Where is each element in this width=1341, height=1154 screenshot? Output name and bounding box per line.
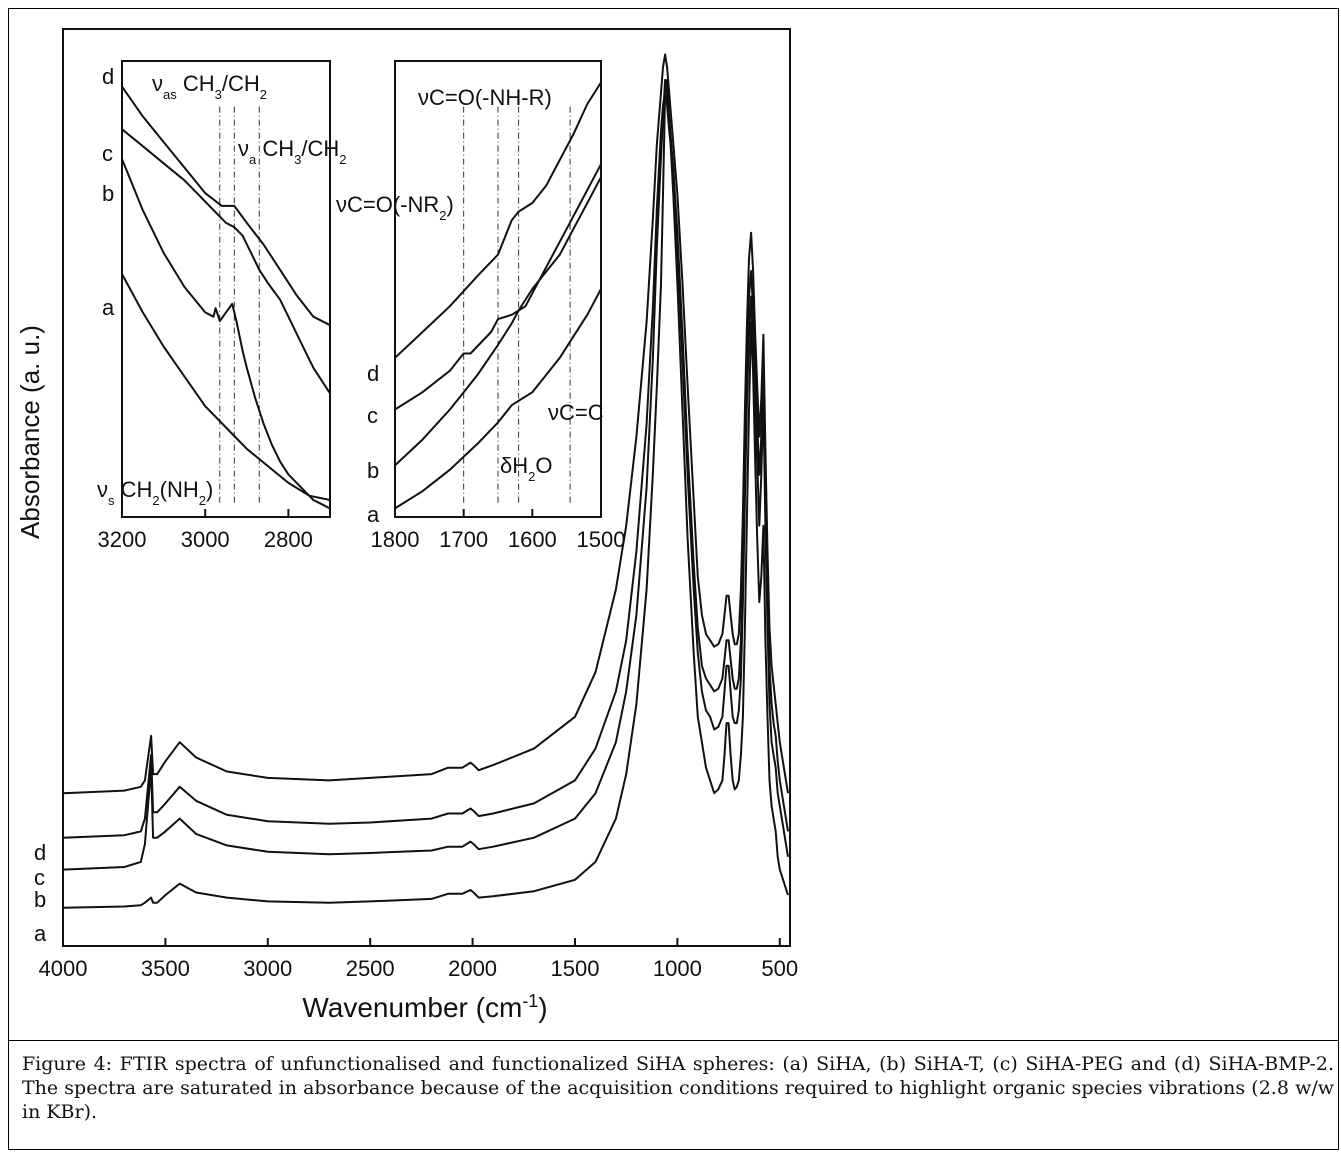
main-curve-label-c: c <box>34 865 45 890</box>
main-series-a <box>62 78 789 909</box>
main-curve-label-d: d <box>34 840 46 865</box>
inset-co-x-ticks: 1800 1700 1600 1500 <box>371 509 626 552</box>
main-y-axis-label: Absorbance (a. u.) <box>15 325 45 539</box>
inset-co-series-b <box>394 176 602 467</box>
main-x-tick-label: 1500 <box>550 956 599 981</box>
main-x-tick-label: 2000 <box>448 956 497 981</box>
figure-canvas: 4000 3500 3000 2500 2000 1500 1000 500 Absorban… <box>15 28 798 1023</box>
inset-co-series-d <box>394 81 602 359</box>
main-series-b <box>62 78 789 871</box>
main-x-tick-label: 1000 <box>653 956 702 981</box>
inset-co-annotation-cc: νC=C <box>548 400 604 425</box>
inset-ch-curve-label-c: c <box>102 141 113 166</box>
inset-co-curve-label-c: c <box>367 403 378 428</box>
inset-co-x-tick-label: 1600 <box>508 527 557 552</box>
inset-ch-x-ticks: 3200 3000 2800 <box>98 509 313 552</box>
inset-co-series-lines <box>394 81 602 510</box>
inset-ch-x-tick-label: 3200 <box>98 527 147 552</box>
main-x-tick-label: 500 <box>761 956 798 981</box>
inset-co-annotation-nhr: νC=O(-NH-R) <box>418 85 552 110</box>
main-x-tick-label: 3000 <box>243 956 292 981</box>
inset-ch-curve-label-d: d <box>102 64 114 89</box>
figure-caption: Figure 4: FTIR spectra of unfunctionalis… <box>22 1053 1334 1123</box>
inset-ch-series-c <box>121 128 331 394</box>
inset-ch-frame <box>121 60 331 518</box>
inset-co-curve-label-b: b <box>367 458 379 483</box>
inset-co-reference-lines <box>463 106 571 504</box>
inset-co-x-tick-label: 1800 <box>371 527 420 552</box>
inset-co-curve-label-d: d <box>367 361 379 386</box>
main-plot-frame <box>62 28 791 947</box>
inset-ch-curve-label-b: b <box>102 181 114 206</box>
main-series-c <box>62 91 789 839</box>
main-x-ticks: 4000 3500 3000 2500 2000 1500 1000 500 <box>39 938 798 981</box>
inset-ch-x-tick-label: 2800 <box>264 527 313 552</box>
caption-divider <box>8 1040 1339 1041</box>
main-x-tick-label: 3500 <box>141 956 190 981</box>
main-curve-label-a: a <box>34 921 47 946</box>
inset-ch-series-d <box>121 86 331 327</box>
main-series-d <box>62 53 789 795</box>
main-curve-label-b: b <box>34 887 46 912</box>
inset-co-series-c <box>394 163 602 411</box>
main-x-axis-label: Wavenumber (cm-1) <box>302 991 547 1023</box>
inset-co-series-a <box>394 288 602 510</box>
main-x-tick-label: 2500 <box>346 956 395 981</box>
inset-ch-x-tick-label: 3000 <box>181 527 230 552</box>
inset-co-curve-label-a: a <box>367 502 380 527</box>
inset-co-x-tick-label: 1700 <box>439 527 488 552</box>
inset-ch-series-b <box>121 158 331 510</box>
main-x-tick-label: 4000 <box>39 956 88 981</box>
inset-co-x-tick-label: 1500 <box>577 527 626 552</box>
inset-ch-series-lines <box>121 86 331 510</box>
inset-ch-curve-label-a: a <box>102 295 115 320</box>
main-series-lines <box>62 53 789 909</box>
inset-ch-series-a <box>121 273 331 501</box>
